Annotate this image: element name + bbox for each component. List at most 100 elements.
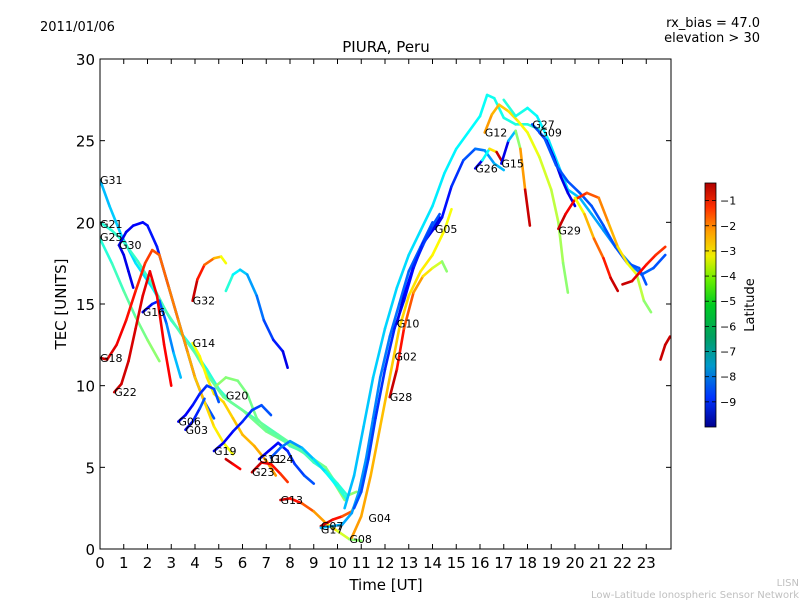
x-tick-label: 10 [328,554,347,572]
footer-lisn: LISN [777,578,799,589]
track-segment [331,523,344,528]
track-segment [324,470,339,489]
track-segment [450,158,465,188]
track-segment [419,253,434,273]
track-segment [205,384,216,391]
sat-label-g29: G29 [558,225,581,238]
series-g29b [573,196,620,293]
sat-label-g14: G14 [193,337,216,350]
track-segment [302,474,316,485]
x-tick-label: 4 [190,554,200,572]
x-tick-label: 1 [119,554,129,572]
track-segment [652,253,667,270]
series-g17 [319,221,434,530]
track-segment [412,243,425,268]
track-segment [519,147,527,191]
track-segment [267,430,282,440]
track-segment [293,462,306,477]
track-segment [279,472,289,484]
track-segment [260,461,273,466]
track-segment [219,255,228,265]
track-segment [350,515,363,539]
series-g03 [184,397,206,432]
series-g05 [433,147,506,231]
y-axis: 0 5 10 15 20 25 30 [76,51,671,559]
track-segment [566,180,582,195]
track-segment [288,444,304,453]
track-segment [269,462,282,476]
sat-label-g16: G16 [143,306,166,319]
series-g09b [530,123,648,286]
track-segment [279,436,292,448]
track-segment [212,387,221,404]
track-segment [134,294,145,330]
track-segment [431,212,441,227]
sat-label-g21: G21 [100,218,123,231]
track-segment [319,524,335,530]
sat-label-g20: G20 [226,389,249,402]
track-segment [530,123,546,139]
track-segment [260,403,273,417]
x-tick-label: 12 [375,554,394,572]
track-segment [288,497,304,505]
track-segment [352,490,363,510]
track-segment [141,302,154,314]
track-segment [215,376,228,387]
colorbar-tick-label: −5 [720,295,736,308]
x-tick-label: 3 [166,554,176,572]
series-g23 [250,461,289,484]
track-segment [222,395,244,412]
sat-label-g27: G27 [532,118,555,131]
track-segment [105,343,118,361]
series-g15 [500,129,532,227]
track-segment [549,188,560,224]
track-segment [542,136,558,167]
track-segment [236,379,249,396]
track-segment [267,441,280,453]
track-segment [407,245,422,273]
track-segment [433,216,444,231]
track-segment [127,270,135,289]
track-segment [155,294,166,347]
sat-label-g15: G15 [501,158,524,171]
track-segment [312,510,327,525]
track-segment [663,335,671,347]
track-segment [198,354,209,379]
track-segment [616,245,629,265]
sat-label-g12: G12 [485,127,508,140]
track-segment [203,400,216,428]
sat-label-g28: G28 [390,391,413,404]
track-segment [279,497,292,502]
track-segment [514,106,529,118]
track-segment [340,510,354,518]
track-segment [241,408,268,433]
track-segment [224,273,235,293]
track-segment [241,408,254,423]
x-axis: 0 1 2 3 4 5 6 7 8 9 10 11 12 13 14 15 16 17 18 19 20 21 22 23 [95,59,656,572]
track-segment [481,147,491,162]
track-segment [158,299,168,325]
sat-label-g07: G07 [321,520,344,533]
track-segment [224,376,240,383]
track-segment [585,191,601,200]
x-tick-label: 6 [238,554,248,572]
track-segment [362,376,375,428]
colorbar-tick-label: −6 [720,320,736,333]
y-tick-label: 5 [85,459,95,477]
track-segment [388,302,401,338]
track-segment [573,191,589,201]
track-segment [124,289,137,322]
track-segment [331,515,344,521]
sat-label-g30: G30 [119,239,142,252]
track-segment [255,294,266,322]
series-g29 [557,191,653,314]
x-tick-label: 0 [95,554,105,572]
colorbar-tick-label: −1 [720,195,736,208]
series-g32b [224,268,289,370]
track-segment [559,175,570,195]
track-segment [500,139,510,165]
track-segment [507,129,517,142]
track-segment [590,212,605,232]
sat-label-g04: G04 [368,512,391,525]
track-segment [578,196,593,216]
